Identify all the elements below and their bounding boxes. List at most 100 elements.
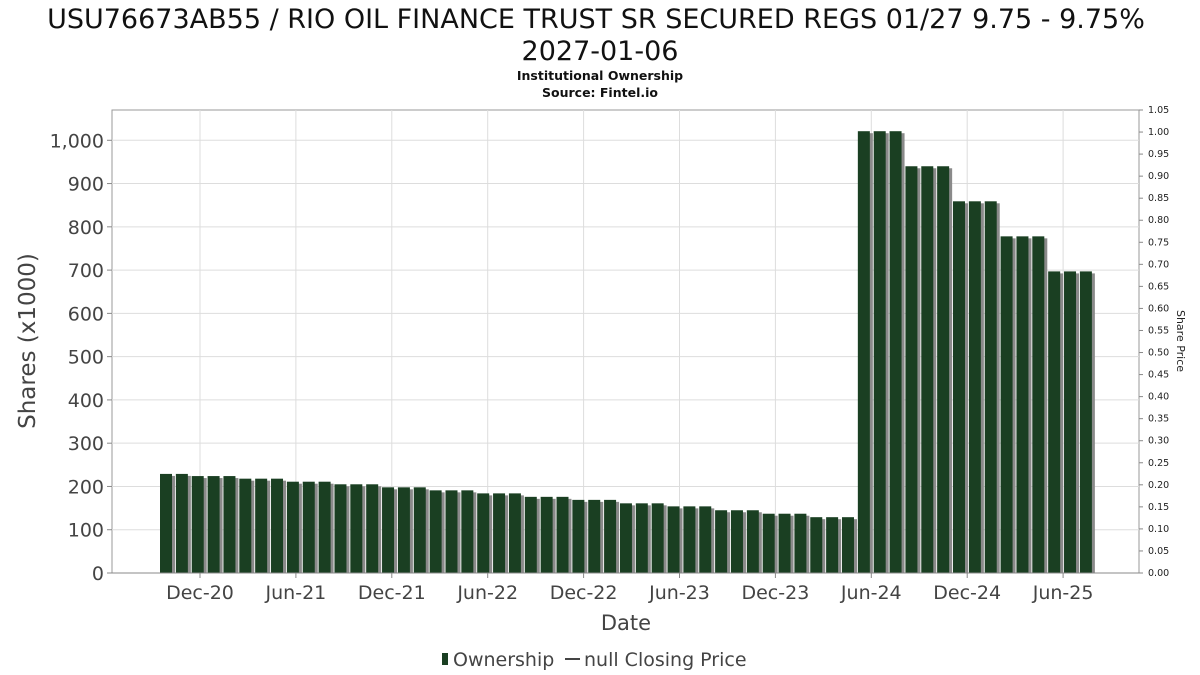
ownership-bar <box>413 487 426 573</box>
y-tick-label: 300 <box>68 433 104 455</box>
y2-tick-label: 0.80 <box>1148 215 1169 226</box>
chart-title-line1: USU76673AB55 / RIO OIL FINANCE TRUST SR … <box>47 4 1145 35</box>
y-tick-label: 100 <box>68 520 104 542</box>
ownership-bars <box>160 131 1095 574</box>
ownership-bar <box>461 490 474 573</box>
ownership-bar <box>524 496 537 573</box>
ownership-bar <box>271 478 284 573</box>
ownership-bar <box>1048 271 1061 573</box>
y2-tick-label: 0.70 <box>1148 259 1169 270</box>
ownership-bar <box>905 166 918 574</box>
x-tick-label: Jun-23 <box>648 582 710 604</box>
y-tick-label: 600 <box>68 303 104 325</box>
ownership-bar <box>286 481 299 573</box>
ownership-bar <box>1000 236 1013 574</box>
x-tick-label: Jun-22 <box>456 582 518 604</box>
ownership-bar <box>889 131 902 573</box>
ownership-bar <box>223 476 236 573</box>
ownership-bar <box>191 476 204 573</box>
x-tick-label: Dec-20 <box>166 582 234 604</box>
y2-tick-label: 0.45 <box>1148 370 1169 381</box>
ownership-bar <box>841 517 854 573</box>
x-axis-label: Date <box>601 611 651 635</box>
y2-tick-label: 0.40 <box>1148 392 1169 403</box>
ownership-bar <box>683 506 696 573</box>
ownership-bar <box>477 493 490 573</box>
y2-tick-label: 1.00 <box>1148 127 1169 138</box>
ownership-bar <box>794 513 807 573</box>
y-tick-label: 700 <box>68 260 104 282</box>
chart-source: Source: Fintel.io <box>542 85 658 100</box>
ownership-bar <box>762 513 775 573</box>
y2-tick-label: 0.35 <box>1148 414 1169 425</box>
ownership-bar <box>1079 271 1092 573</box>
ownership-bar <box>730 510 743 573</box>
ownership-bar <box>508 493 521 573</box>
x-tick-label: Dec-24 <box>933 582 1001 604</box>
ownership-bar <box>746 510 759 573</box>
ownership-bar <box>635 503 648 573</box>
y-axis-label: Shares (x1000) <box>15 253 41 429</box>
y2-axis-label: Share Price <box>1174 310 1187 372</box>
ownership-bar <box>366 484 379 573</box>
legend-closing-price-label: null Closing Price <box>584 649 747 671</box>
ownership-bar <box>1032 236 1045 574</box>
ownership-bar <box>382 487 395 573</box>
ownership-bar <box>334 484 347 573</box>
ownership-bar <box>873 131 886 573</box>
ownership-bar <box>968 201 981 573</box>
legend: Ownership null Closing Price <box>442 649 747 671</box>
legend-ownership-label: Ownership <box>453 649 554 671</box>
ownership-bar <box>445 490 458 573</box>
ownership-bar <box>175 473 188 573</box>
ownership-bar <box>302 481 315 573</box>
ownership-bar <box>350 484 363 573</box>
ownership-bar <box>778 513 791 573</box>
y2-tick-label: 0.65 <box>1148 281 1169 292</box>
y-tick-label: 1,000 <box>50 130 104 152</box>
y2-tick-label: 0.60 <box>1148 303 1169 314</box>
y2-tick-label: 1.05 <box>1148 105 1169 116</box>
y2-tick-label: 0.20 <box>1148 480 1169 491</box>
x-tick-label: Dec-23 <box>741 582 809 604</box>
ownership-bar <box>857 131 870 573</box>
ownership-bar <box>715 510 728 573</box>
ownership-bar <box>207 476 220 573</box>
y2-tick-label: 0.15 <box>1148 502 1169 513</box>
ownership-bar <box>984 201 997 573</box>
y2-tick-label: 0.25 <box>1148 458 1169 469</box>
y2-tick-label: 0.05 <box>1148 546 1169 557</box>
y2-tick-label: 0.00 <box>1148 568 1169 579</box>
ownership-bar <box>937 166 950 574</box>
x-tick-label: Dec-21 <box>358 582 426 604</box>
ownership-bar <box>556 496 569 573</box>
chart-subtitle: Institutional Ownership <box>517 68 683 83</box>
y-tick-label: 500 <box>68 347 104 369</box>
y2-tick-label: 0.30 <box>1148 436 1169 447</box>
ownership-bar <box>255 478 268 573</box>
ownership-bar <box>493 493 506 573</box>
ownership-bar <box>699 506 712 573</box>
ownership-bar <box>160 473 172 573</box>
ownership-bar <box>429 490 442 573</box>
legend-ownership-swatch <box>442 653 448 665</box>
x-tick-label: Jun-25 <box>1032 582 1094 604</box>
ownership-bar <box>953 201 965 573</box>
ownership-bar <box>239 478 252 573</box>
x-tick-label: Jun-24 <box>840 582 902 604</box>
y2-tick-label: 0.50 <box>1148 348 1169 359</box>
y2-tick-label: 0.75 <box>1148 237 1169 248</box>
y2-tick-label: 0.10 <box>1148 524 1169 535</box>
ownership-bar <box>667 506 680 573</box>
y-tick-label: 200 <box>68 476 104 498</box>
ownership-bar <box>921 166 934 574</box>
ownership-bar <box>572 499 585 573</box>
y-tick-label: 900 <box>68 174 104 196</box>
ownership-bar <box>540 496 553 573</box>
chart-title-line2: 2027-01-06 <box>522 36 679 67</box>
y-tick-label: 0 <box>92 563 104 585</box>
ownership-bar <box>651 503 664 573</box>
y2-tick-label: 0.95 <box>1148 149 1169 160</box>
x-tick-label: Dec-22 <box>550 582 618 604</box>
